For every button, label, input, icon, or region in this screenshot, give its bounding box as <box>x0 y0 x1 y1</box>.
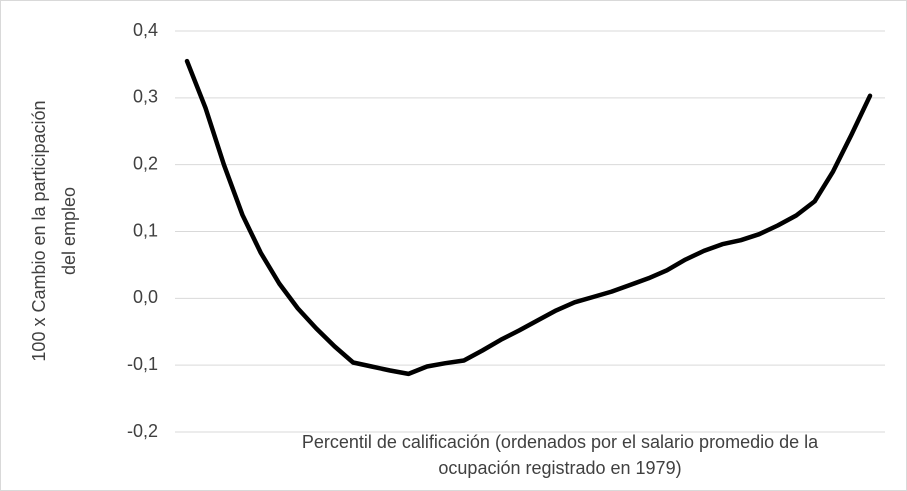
y-tick-label: 0,4 <box>133 20 158 40</box>
y-tick-label: 0,2 <box>133 153 158 173</box>
y-axis-title-line: del empleo <box>59 187 79 275</box>
x-axis-title-line: ocupación registrado en 1979) <box>438 458 681 478</box>
x-axis-title-line: Percentil de calificación (ordenados por… <box>302 432 819 452</box>
y-axis-title-line: 100 x Cambio en la participación <box>29 100 49 361</box>
y-tick-label: -0,2 <box>127 421 158 441</box>
y-tick-label: 0,1 <box>133 220 158 240</box>
data-line <box>184 58 873 377</box>
y-tick-label: 0,3 <box>133 87 158 107</box>
y-tick-label: -0,1 <box>127 354 158 374</box>
y-tick-label: 0,0 <box>133 287 158 307</box>
y-axis-title: 100 x Cambio en la participación del empl… <box>29 100 79 361</box>
